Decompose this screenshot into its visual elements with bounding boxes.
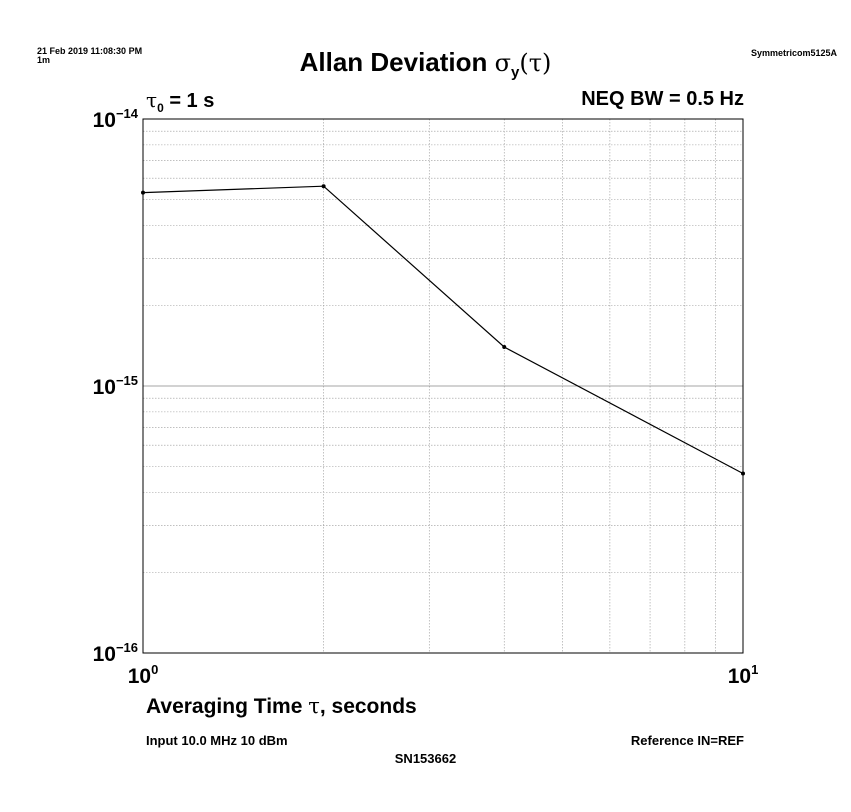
tau0-annotation: τ0 = 1 s — [146, 88, 214, 115]
x-axis-label-pre: Averaging Time — [146, 695, 309, 718]
series-line — [142, 185, 744, 475]
data-series — [141, 184, 745, 476]
data-point — [321, 184, 326, 189]
x-axis-label-post: , seconds — [319, 695, 417, 718]
title-sigma: σ — [494, 49, 512, 77]
y-tick-label: 10−16 — [93, 640, 138, 666]
timestamp-text: 21 Feb 2019 11:08:30 PM — [37, 46, 143, 56]
grid-lines — [143, 119, 743, 653]
y-tick-label: 10−14 — [93, 106, 139, 132]
data-point — [502, 344, 507, 349]
y-tick-label: 10−15 — [93, 373, 138, 399]
x-tick-label: 100 — [128, 662, 159, 688]
data-point — [141, 190, 145, 195]
title-subscript: y — [511, 64, 520, 82]
x-axis-label-tau: τ — [308, 694, 320, 718]
plot-frame — [142, 118, 744, 654]
reference-info: Reference IN=REF — [630, 733, 744, 748]
title-close-paren: ) — [542, 49, 552, 77]
input-info: Input 10.0 MHz 10 dBm — [146, 733, 288, 748]
timestamp: 21 Feb 2019 11:08:30 PM 1m — [37, 47, 142, 65]
title-text: Allan Deviation — [299, 47, 495, 77]
x-axis-label: Averaging Time τ, seconds — [146, 694, 417, 719]
run-label: 1m — [37, 55, 51, 65]
x-tick-label: 101 — [728, 662, 759, 688]
neq-bw-annotation: NEQ BW = 0.5 Hz — [581, 88, 744, 110]
chart-title: Allan Deviation σy(τ) — [0, 47, 851, 81]
tau0-subscript: 0 — [157, 101, 164, 115]
serial-number: SN153662 — [394, 751, 457, 766]
tau0-value: = 1 s — [163, 90, 215, 112]
instrument-label: Symmetricom5125A — [750, 48, 837, 58]
tau0-symbol: τ — [146, 88, 158, 112]
data-point — [741, 471, 745, 476]
title-tau: τ — [528, 49, 543, 77]
title-open-paren: ( — [519, 49, 529, 77]
